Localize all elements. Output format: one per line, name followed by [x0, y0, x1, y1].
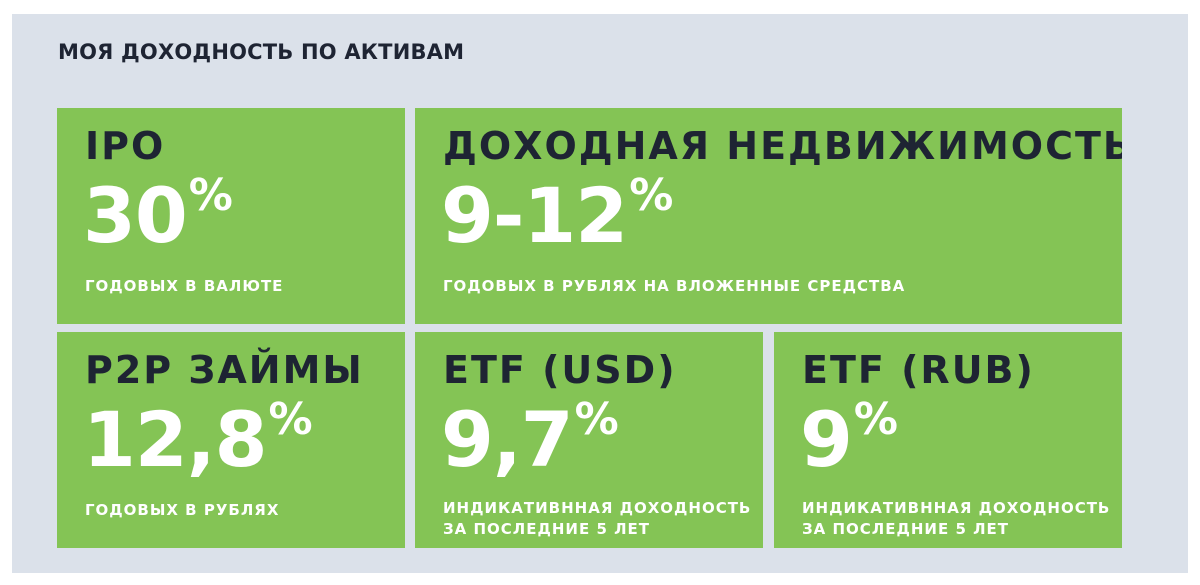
card-ipo: IPO 30% ГОДОВЫХ В ВАЛЮТЕ — [57, 108, 405, 324]
note-line-2: ЗА ПОСЛЕДНИЕ 5 ЛЕТ — [443, 520, 651, 538]
note-line-1: ИНДИКАТИВННАЯ ДОХОДНОСТЬ — [443, 499, 752, 517]
value-number: 9 — [800, 395, 853, 484]
value-number: 12,8 — [83, 395, 268, 484]
panel-heading: МОЯ ДОХОДНОСТЬ ПО АКТИВАМ — [58, 40, 465, 64]
card-note: ИНДИКАТИВННАЯ ДОХОДНОСТЬ ЗА ПОСЛЕДНИЕ 5 … — [443, 498, 751, 540]
note-line-1: ГОДОВЫХ В ВАЛЮТЕ — [85, 277, 284, 295]
card-value: 9% — [800, 398, 898, 478]
card-note: ГОДОВЫХ В РУБЛЯХ НА ВЛОЖЕННЫЕ СРЕДСТВА — [443, 276, 905, 297]
value-unit: % — [574, 394, 619, 445]
note-line-2: ЗА ПОСЛЕДНИЕ 5 ЛЕТ — [802, 520, 1010, 538]
value-unit: % — [629, 170, 673, 221]
value-number: 30 — [83, 171, 188, 260]
card-name: IPO — [85, 124, 166, 168]
card-real-estate: ДОХОДНАЯ НЕДВИЖИМОСТЬ 9-12% ГОДОВЫХ В РУ… — [415, 108, 1122, 324]
card-name: P2P ЗАЙМЫ — [85, 348, 364, 392]
note-line-1: ГОДОВЫХ В РУБЛЯХ — [85, 501, 280, 519]
card-name: ДОХОДНАЯ НЕДВИЖИМОСТЬ — [443, 124, 1122, 168]
card-name: ETF (RUB) — [802, 348, 1035, 392]
value-number: 9-12 — [441, 171, 628, 260]
card-note: ИНДИКАТИВННАЯ ДОХОДНОСТЬ ЗА ПОСЛЕДНИЕ 5 … — [802, 498, 1110, 540]
card-note: ГОДОВЫХ В ВАЛЮТЕ — [85, 276, 283, 297]
card-etf-usd: ETF (USD) 9,7% ИНДИКАТИВННАЯ ДОХОДНОСТЬ … — [415, 332, 763, 548]
card-value: 30% — [83, 174, 233, 254]
note-line-1: ИНДИКАТИВННАЯ ДОХОДНОСТЬ — [802, 499, 1111, 517]
card-value: 12,8% — [83, 398, 313, 478]
value-unit: % — [188, 170, 233, 221]
value-number: 9,7 — [441, 395, 574, 484]
card-value: 9,7% — [441, 398, 619, 478]
note-line-1: ГОДОВЫХ В РУБЛЯХ НА ВЛОЖЕННЫЕ СРЕДСТВА — [443, 277, 906, 295]
card-p2p: P2P ЗАЙМЫ 12,8% ГОДОВЫХ В РУБЛЯХ — [57, 332, 405, 548]
value-unit: % — [268, 394, 313, 445]
card-value: 9-12% — [441, 174, 673, 254]
card-name: ETF (USD) — [443, 348, 677, 392]
card-etf-rub: ETF (RUB) 9% ИНДИКАТИВННАЯ ДОХОДНОСТЬ ЗА… — [774, 332, 1122, 548]
value-unit: % — [853, 394, 898, 445]
card-note: ГОДОВЫХ В РУБЛЯХ — [85, 500, 279, 521]
